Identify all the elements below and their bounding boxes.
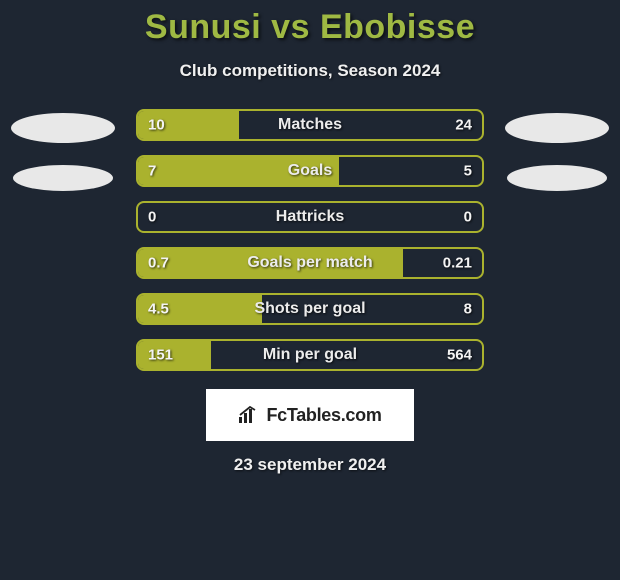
stat-row-goals-per-match: 0.7 Goals per match 0.21: [136, 247, 484, 279]
stat-label: Goals per match: [247, 254, 372, 272]
stat-value-right: 0: [464, 209, 472, 226]
avatar-right-1: [507, 165, 607, 191]
branding-text: FcTables.com: [266, 405, 381, 426]
avatar-left-0: [11, 113, 115, 143]
stat-row-min-per-goal: 151 Min per goal 564: [136, 339, 484, 371]
stat-row-shots-per-goal: 4.5 Shots per goal 8: [136, 293, 484, 325]
stat-value-left: 0.7: [148, 255, 169, 272]
stat-row-matches: 10 Matches 24: [136, 109, 484, 141]
stat-label: Shots per goal: [254, 300, 365, 318]
player-right-avatars: [502, 109, 612, 191]
stat-value-left: 10: [148, 117, 165, 134]
stat-value-left: 0: [148, 209, 156, 226]
stat-label: Goals: [288, 162, 332, 180]
stat-bars: 10 Matches 24 7 Goals 5 0 Hattricks 0 0.7 Goals pe…: [136, 109, 484, 371]
stat-value-right: 5: [464, 163, 472, 180]
date-label: 23 september 2024: [0, 455, 620, 475]
stat-value-left: 7: [148, 163, 156, 180]
comparison-card: Sunusi vs Ebobisse Club competitions, Se…: [0, 0, 620, 475]
avatar-right-0: [505, 113, 609, 143]
player-left-avatars: [8, 109, 118, 191]
stat-value-right: 8: [464, 301, 472, 318]
stat-value-right: 24: [455, 117, 472, 134]
avatar-left-1: [13, 165, 113, 191]
branding-badge: FcTables.com: [206, 389, 414, 441]
stat-row-goals: 7 Goals 5: [136, 155, 484, 187]
chart-icon: [238, 405, 260, 425]
stat-label: Min per goal: [263, 346, 357, 364]
stat-value-right: 0.21: [443, 255, 472, 272]
stat-label: Matches: [278, 116, 342, 134]
stat-label: Hattricks: [276, 208, 344, 226]
stat-value-right: 564: [447, 347, 472, 364]
page-title: Sunusi vs Ebobisse: [0, 8, 620, 47]
stat-value-left: 151: [148, 347, 173, 364]
stat-row-hattricks: 0 Hattricks 0: [136, 201, 484, 233]
page-subtitle: Club competitions, Season 2024: [0, 61, 620, 81]
stat-value-left: 4.5: [148, 301, 169, 318]
stats-area: 10 Matches 24 7 Goals 5 0 Hattricks 0 0.7 Goals pe…: [0, 109, 620, 371]
